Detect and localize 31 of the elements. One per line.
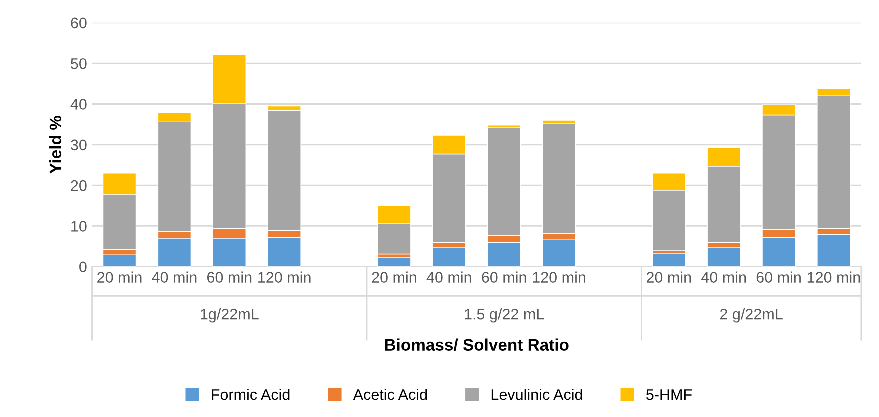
y-tick-label: 40	[70, 99, 87, 110]
bar	[707, 247, 741, 267]
y-tick-label: 0	[80, 262, 87, 273]
text: 2 g/22mL	[720, 308, 783, 323]
legend-label: 5-HMF	[646, 390, 692, 400]
legend-label: Levulinic Acid	[492, 389, 582, 400]
x-tick-label: 60 min	[756, 272, 801, 283]
x-tick-label: 20 min	[98, 272, 142, 283]
bar	[432, 247, 466, 267]
y-axis-title: Yield %	[49, 116, 62, 174]
bar	[652, 253, 686, 267]
y-tick-label: 60	[71, 18, 87, 29]
x-axis-title: Biomass/ Solvent Ratio	[385, 338, 569, 352]
x-tick-label: 60 min	[207, 272, 252, 283]
x-tick-label: 120 min	[258, 272, 311, 283]
x-tick-label: 20 min	[372, 272, 416, 283]
x-tick-label: 40 min	[152, 272, 197, 283]
y-tick-label: 50	[71, 58, 87, 70]
x-tick-label: 40 min	[702, 272, 746, 283]
text: 1.5 g/22 mL	[465, 308, 544, 323]
legend-label: Acetic Acid	[353, 389, 428, 400]
y-tick-label: 20	[71, 180, 87, 192]
y-tick-label: 10	[72, 221, 87, 232]
x-tick-label: 120 min	[808, 272, 860, 283]
text: 1g/22mL	[201, 308, 259, 323]
legend-label: Formic Acid	[212, 389, 290, 400]
x-tick-label: 60 min	[482, 272, 526, 283]
y-tick-label: 30	[71, 140, 87, 151]
x-tick-label: 40 min	[426, 272, 472, 283]
x-tick-label: 20 min	[646, 272, 692, 283]
x-tick-label: 120 min	[533, 272, 586, 283]
